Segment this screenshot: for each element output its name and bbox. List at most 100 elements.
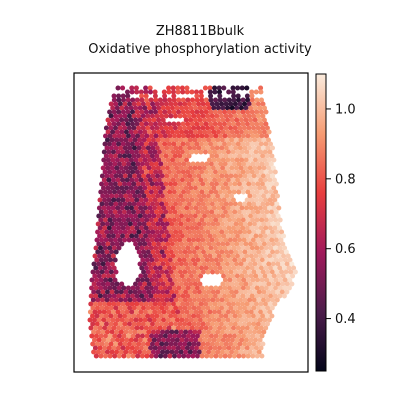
spot xyxy=(160,281,166,287)
spot xyxy=(210,269,216,275)
spot xyxy=(140,125,146,131)
spot xyxy=(249,169,255,175)
spot xyxy=(100,193,106,199)
spot xyxy=(210,221,216,227)
spot xyxy=(111,121,117,127)
spot xyxy=(259,277,265,283)
spot xyxy=(90,313,95,319)
spot xyxy=(117,181,123,187)
spot xyxy=(97,301,103,307)
spot xyxy=(248,309,254,315)
spot xyxy=(234,281,240,287)
spot xyxy=(139,285,145,291)
spot xyxy=(129,149,135,155)
colorbar-tick-label: 0.4 xyxy=(335,312,356,327)
spot xyxy=(210,173,216,179)
spot xyxy=(226,169,232,175)
spot xyxy=(264,125,270,131)
spot xyxy=(122,237,128,243)
spot xyxy=(197,241,203,247)
spot xyxy=(270,297,276,303)
spot xyxy=(125,225,131,231)
spot xyxy=(175,89,181,95)
spot xyxy=(160,185,166,191)
spot xyxy=(252,193,257,199)
spot xyxy=(170,233,176,239)
spot xyxy=(230,205,236,211)
spot xyxy=(103,277,109,283)
spot xyxy=(185,333,191,339)
spot xyxy=(167,189,173,195)
spot xyxy=(125,345,131,351)
spot xyxy=(251,229,257,235)
spot xyxy=(242,269,248,275)
spot xyxy=(146,137,152,143)
spot xyxy=(213,217,219,223)
spot xyxy=(202,309,208,315)
spot xyxy=(138,273,144,279)
spot xyxy=(205,173,211,179)
spot xyxy=(145,113,151,119)
spot xyxy=(204,189,210,195)
spot xyxy=(156,157,162,163)
spot xyxy=(208,265,214,271)
spot xyxy=(224,249,230,255)
spot xyxy=(156,205,162,211)
spot xyxy=(132,221,138,227)
spot xyxy=(141,221,147,227)
spot xyxy=(204,161,210,167)
spot xyxy=(95,269,101,275)
spot xyxy=(139,97,145,103)
spot xyxy=(144,189,150,195)
spot xyxy=(260,145,266,151)
spot xyxy=(240,265,246,271)
spot xyxy=(168,173,174,179)
spot xyxy=(118,229,124,235)
spot xyxy=(154,113,160,119)
spot xyxy=(104,193,110,199)
spot xyxy=(113,313,118,319)
spot xyxy=(122,313,128,319)
spot xyxy=(96,241,102,247)
spot xyxy=(128,213,134,219)
spot xyxy=(213,285,219,291)
spot xyxy=(216,317,222,323)
spot xyxy=(153,265,159,271)
spot xyxy=(127,145,133,151)
spot xyxy=(118,145,124,151)
spot xyxy=(202,233,208,239)
spot xyxy=(216,309,222,315)
spot xyxy=(173,145,179,151)
spot xyxy=(212,225,218,231)
spot xyxy=(149,237,155,243)
spot xyxy=(120,85,126,91)
spot xyxy=(190,97,195,103)
spot xyxy=(218,153,224,159)
spot xyxy=(132,193,138,199)
spot xyxy=(130,97,136,103)
spot xyxy=(181,257,187,263)
spot xyxy=(162,169,168,175)
spot xyxy=(103,153,109,159)
spot xyxy=(259,217,265,223)
spot xyxy=(220,165,226,171)
spot xyxy=(157,197,163,203)
spot xyxy=(226,177,231,183)
spot xyxy=(270,249,276,255)
spot xyxy=(133,117,139,123)
spot xyxy=(119,129,125,135)
spot xyxy=(125,293,131,299)
spot xyxy=(261,329,267,335)
spot xyxy=(206,349,212,355)
spot xyxy=(141,269,147,275)
spot xyxy=(253,301,259,307)
spot xyxy=(167,257,173,263)
spot xyxy=(149,277,155,283)
spot xyxy=(193,309,199,315)
spot xyxy=(189,293,195,299)
spot xyxy=(128,165,134,171)
spot xyxy=(248,317,254,323)
spot xyxy=(99,269,105,275)
spot xyxy=(129,233,135,239)
